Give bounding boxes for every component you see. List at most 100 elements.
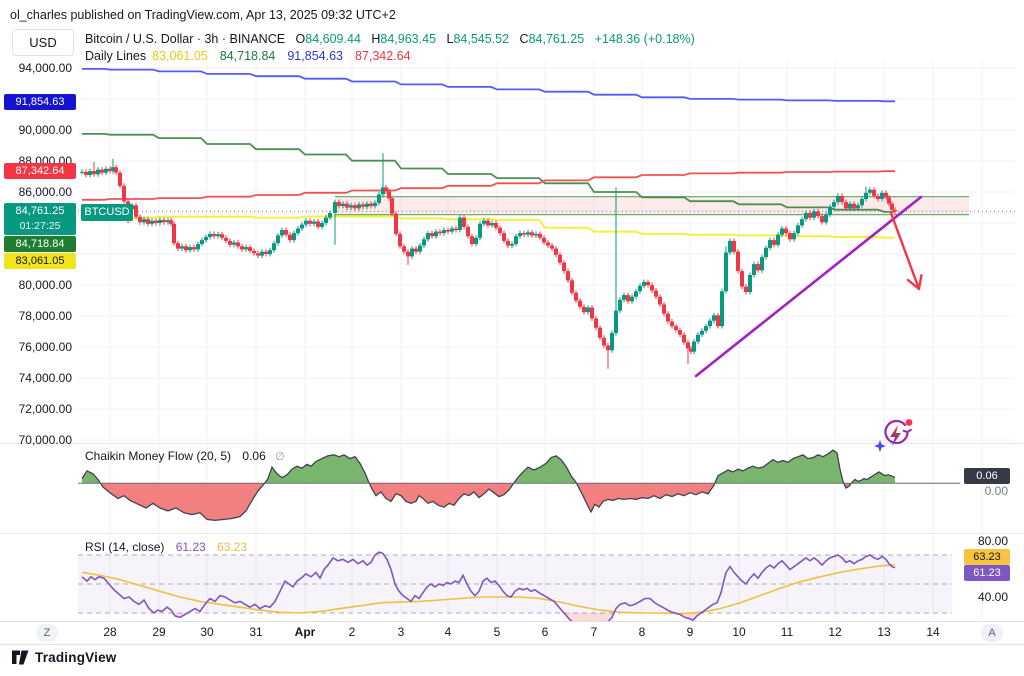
candle-body bbox=[100, 169, 104, 173]
candle-body bbox=[800, 219, 804, 226]
candle-body bbox=[236, 242, 240, 247]
candle-body bbox=[490, 223, 494, 226]
rsi-ma-value: 63.23 bbox=[217, 540, 248, 554]
rsi-scale-bottom: 40.00 bbox=[977, 590, 1008, 604]
candle-body bbox=[570, 280, 574, 293]
symbol-title: Bitcoin / U.S. Dollar · 3h · BINANCE bbox=[85, 32, 286, 46]
candle-body bbox=[522, 233, 526, 235]
candle-body bbox=[518, 233, 522, 237]
candle-body bbox=[686, 342, 690, 349]
tradingview-brand-link[interactable]: TradingView bbox=[12, 650, 116, 665]
candle-body bbox=[122, 185, 126, 202]
candle-body bbox=[377, 194, 381, 203]
time-axis-label: 29 bbox=[152, 625, 166, 639]
candle-body bbox=[840, 195, 844, 203]
candle-body bbox=[598, 327, 602, 338]
timezone-chip[interactable]: Z bbox=[36, 624, 58, 642]
candle-body bbox=[578, 300, 582, 307]
candle-body bbox=[689, 348, 693, 352]
time-axis-label: 31 bbox=[249, 625, 263, 639]
price-axis-label: 80,000.00 bbox=[18, 278, 72, 292]
candle-body bbox=[406, 251, 410, 257]
candle-body bbox=[887, 197, 891, 204]
ohlc-low: L84,545.52 bbox=[446, 32, 510, 46]
candle-body bbox=[172, 223, 176, 244]
candle-body bbox=[530, 232, 534, 236]
candle-body bbox=[704, 326, 708, 331]
candle-body bbox=[228, 240, 232, 245]
candle-body bbox=[162, 219, 166, 223]
rsi-line bbox=[81, 551, 896, 623]
rsi-title-row[interactable]: RSI (14, close) 61.23 63.23 bbox=[85, 540, 247, 554]
candle-body bbox=[550, 245, 554, 249]
candle-body bbox=[844, 202, 848, 209]
daily-lines-legend-row[interactable]: Daily Lines 83,061.05 84,718.84 91,854.63 87… bbox=[85, 49, 423, 63]
candle-body bbox=[852, 203, 856, 209]
candle-body bbox=[708, 320, 712, 327]
candle-body bbox=[876, 195, 880, 199]
candle-body bbox=[756, 264, 760, 271]
candle-body bbox=[118, 172, 122, 186]
candle-body bbox=[114, 167, 118, 173]
candle-body bbox=[586, 307, 590, 313]
candle-body bbox=[373, 202, 377, 206]
candle-body bbox=[890, 203, 894, 210]
candle-body bbox=[618, 299, 622, 311]
cmf-positive-area bbox=[82, 450, 895, 484]
candle-body bbox=[224, 237, 228, 241]
candle-body bbox=[808, 213, 812, 218]
candle-body bbox=[240, 246, 244, 250]
candle-body bbox=[744, 286, 748, 292]
candle-body bbox=[158, 219, 162, 223]
ohlc-open: O84,609.44 bbox=[295, 32, 361, 46]
daily-line-blue bbox=[82, 68, 895, 103]
candle-body bbox=[104, 168, 108, 173]
time-axis-label: 11 bbox=[780, 625, 794, 639]
change-value: +148.36 (+0.18%) bbox=[594, 32, 695, 46]
candle-body bbox=[384, 187, 388, 192]
candle-body bbox=[446, 230, 450, 232]
candle-body bbox=[720, 291, 724, 327]
candle-body bbox=[88, 171, 92, 175]
daily-line-value: 91,854.63 bbox=[287, 49, 343, 63]
candle-body bbox=[670, 321, 674, 327]
rsi-title: RSI (14, close) bbox=[85, 540, 165, 554]
candle-body bbox=[184, 246, 188, 251]
candle-body bbox=[602, 337, 606, 346]
candle-body bbox=[736, 251, 740, 272]
symbol-legend-row[interactable]: Bitcoin / U.S. Dollar · 3h · BINANCE O84… bbox=[85, 32, 695, 46]
candle-body bbox=[176, 243, 180, 249]
candle-body bbox=[316, 221, 320, 227]
candle-body bbox=[216, 234, 220, 237]
currency-button[interactable]: USD bbox=[12, 29, 74, 56]
cmf-zero-label: 0.00 bbox=[984, 484, 1008, 498]
candle-body bbox=[494, 223, 498, 228]
candle-body bbox=[674, 326, 678, 330]
cmf-title-row[interactable]: Chaikin Money Flow (20, 5) 0.06 ∅ bbox=[85, 449, 285, 463]
candle-body bbox=[776, 234, 780, 245]
rsi-value-badge: 61.23 bbox=[964, 565, 1010, 581]
time-axis[interactable]: Z 28 29 30 31 Apr 2 3 4 5 6 7 8 9 10 11 12 13 14 A bbox=[0, 621, 1024, 645]
candle-body bbox=[864, 192, 868, 199]
candle-body bbox=[244, 247, 248, 250]
time-axis-label: 14 bbox=[926, 625, 940, 639]
cmf-last-badge: 0.06 bbox=[964, 468, 1010, 484]
candle-body bbox=[780, 228, 784, 235]
candle-body bbox=[345, 203, 349, 208]
candle-body bbox=[542, 237, 546, 243]
candle-body bbox=[474, 237, 478, 244]
candle-body bbox=[390, 198, 394, 214]
candle-body bbox=[804, 213, 808, 220]
candle-body bbox=[506, 240, 510, 246]
candle-body bbox=[142, 219, 146, 223]
right-axis-chip[interactable]: A bbox=[981, 624, 1003, 642]
candle-body bbox=[562, 262, 566, 272]
candle-body bbox=[696, 334, 700, 342]
time-axis-label: 5 bbox=[493, 625, 501, 639]
candle-body bbox=[369, 203, 373, 206]
candle-body bbox=[381, 187, 385, 195]
candle-body bbox=[349, 205, 353, 208]
candle-body bbox=[724, 252, 728, 292]
price-badge-green: 84,718.84 bbox=[4, 236, 76, 252]
rsi-value: 61.23 bbox=[175, 540, 206, 554]
